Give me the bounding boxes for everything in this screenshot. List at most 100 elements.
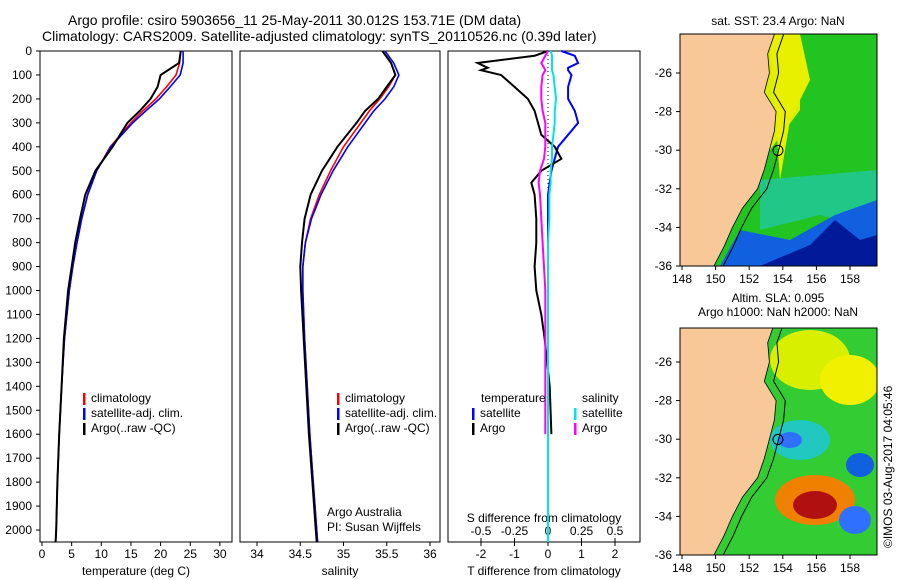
temp-xlabel: temperature (deg C) — [82, 564, 190, 578]
depth-tick-label: 900 — [12, 260, 32, 274]
depth-tick-label: 200 — [12, 92, 32, 106]
diff-s-legend-label: satellite — [582, 406, 623, 420]
map_sst-xtick-label: 148 — [672, 272, 692, 286]
diff-s-tick-label: 0.5 — [607, 524, 624, 538]
depth-tick-label: 1600 — [5, 427, 32, 441]
map_sst-ytick-label: -30 — [655, 143, 673, 157]
diff-t-legend-swatch — [472, 423, 475, 435]
figure-title-line1: Argo profile: csiro 5903656_11 25-May-20… — [68, 12, 522, 28]
depth-tick-label: 1700 — [5, 451, 32, 465]
sal-xtick-label: 35 — [337, 547, 351, 561]
sal-xlabel: salinity — [322, 564, 359, 578]
sal-xtick-label: 34 — [250, 547, 264, 561]
depth-tick-label: 1200 — [5, 331, 32, 345]
sal-series-argo-raw-qc- — [299, 50, 397, 543]
depth-tick-label: 1100 — [6, 307, 32, 321]
depth-tick-label: 400 — [12, 140, 32, 154]
depth-tick-label: 100 — [12, 68, 32, 82]
map-sla-subtitle: Argo h1000: NaN h2000: NaN — [698, 305, 858, 319]
temp-legend-label: climatology — [91, 391, 151, 405]
diff-t-xlabel: T difference from climatology — [467, 564, 621, 578]
map_sla-isobath — [722, 328, 786, 555]
temp-xtick-label: 0 — [39, 547, 46, 561]
sal-legend-swatch — [337, 423, 340, 435]
map_sst-ytick-label: -36 — [655, 259, 673, 273]
temp-xtick-label: 20 — [154, 547, 168, 561]
map_sla-ytick-label: -32 — [655, 471, 673, 485]
depth-tick-label: 500 — [12, 164, 32, 178]
map_sla-ytick-label: -36 — [655, 548, 673, 562]
map_sst-ytick-label: -28 — [655, 105, 673, 119]
diff-s-legend-swatch — [574, 408, 577, 420]
diff-legend-s-title: salinity — [582, 391, 619, 405]
map-sst-title: sat. SST: 23.4 Argo: NaN — [711, 14, 844, 28]
temp-xtick-label: 15 — [124, 547, 138, 561]
diff-t-legend-swatch — [472, 408, 475, 420]
temp-legend-swatch — [83, 423, 86, 435]
depth-tick-label: 1900 — [5, 499, 32, 513]
sla-eddy-cold — [839, 506, 871, 534]
temp-legend-swatch — [83, 408, 86, 420]
map_sst-xtick-label: 158 — [840, 272, 860, 286]
depth-tick-label: 1300 — [5, 355, 32, 369]
map_sst-field — [680, 34, 877, 266]
diff-s-legend-swatch — [574, 423, 577, 435]
depth-tick-label: 1400 — [5, 379, 32, 393]
sal-legend-label: climatology — [345, 391, 405, 405]
map_sst-xtick-label: 154 — [773, 272, 793, 286]
imos-timestamp: ©IMOS 03-Aug-2017 04:05:46 — [881, 385, 895, 548]
temp-series-satellite-adj-clim- — [54, 51, 184, 543]
figure-title-line2: Climatology: CARS2009. Satellite-adjuste… — [42, 28, 597, 44]
diff-series-temperature-satellite — [547, 50, 580, 542]
temp-legend-label: Argo(..raw -QC) — [91, 421, 176, 435]
annotation-argo-australia: Argo Australia — [327, 505, 402, 519]
sla-low-core — [778, 432, 802, 448]
map_sst-argo-location-marker — [772, 144, 784, 156]
diff-t-legend-label: satellite — [480, 406, 521, 420]
sla-eddy-core — [793, 491, 837, 519]
temp-xtick-label: 30 — [213, 547, 227, 561]
map_sst-ytick-label: -34 — [655, 220, 673, 234]
map_sst-ytick-label: -26 — [655, 66, 673, 80]
annotation-pi: PI: Susan Wijffels — [327, 520, 421, 534]
map_sla-ytick-label: -28 — [655, 394, 673, 408]
map_sla-ytick-label: -30 — [655, 432, 673, 446]
diff-t-tick-label: -2 — [476, 547, 487, 561]
depth-tick-label: 0 — [25, 44, 32, 58]
diff-s-tick-label: -0.5 — [471, 524, 492, 538]
sal-legend-swatch — [337, 408, 340, 420]
depth-tick-label: 1500 — [5, 403, 32, 417]
temp-xtick-label: 25 — [184, 547, 198, 561]
diff-series-salinity-Argo — [537, 50, 549, 435]
diff-s-tick-label: 0.25 — [570, 524, 594, 538]
depth-tick-label: 300 — [12, 116, 32, 130]
depth-tick-label: 2000 — [5, 523, 32, 537]
map_sla-frame — [679, 327, 878, 556]
diff-t-legend-label: Argo — [480, 421, 506, 435]
diff-s-legend-label: Argo — [582, 421, 608, 435]
map_sst-xtick-label: 156 — [806, 272, 826, 286]
temp-series-climatology — [54, 50, 182, 543]
diff-series-temperature-Argo — [474, 50, 563, 435]
sal-xtick-label: 36 — [423, 547, 437, 561]
temp-xtick-label: 5 — [68, 547, 75, 561]
map_sst-ytick-label: -32 — [655, 182, 673, 196]
sal-legend-label: Argo(..raw -QC) — [345, 421, 430, 435]
sal-xtick-label: 35.5 — [375, 547, 399, 561]
sal-series-satellite-adj-clim- — [302, 50, 400, 543]
diff-s-xlabel: S difference from climatology — [467, 511, 622, 525]
sla-high-patch — [820, 355, 877, 405]
depth-tick-label: 800 — [12, 236, 32, 250]
diff-t-tick-label: 2 — [612, 547, 619, 561]
diff-s-tick-label: -0.25 — [501, 524, 529, 538]
sla-eddy-cold — [846, 453, 874, 477]
depth-tick-label: 700 — [12, 212, 32, 226]
sal-legend-label: satellite-adj. clim. — [345, 406, 437, 420]
map_sla-argo-location-marker — [772, 433, 784, 445]
temp-xtick-label: 10 — [95, 547, 109, 561]
map_sst-isobath — [722, 34, 786, 266]
map_sla-xtick-label: 152 — [739, 561, 759, 575]
